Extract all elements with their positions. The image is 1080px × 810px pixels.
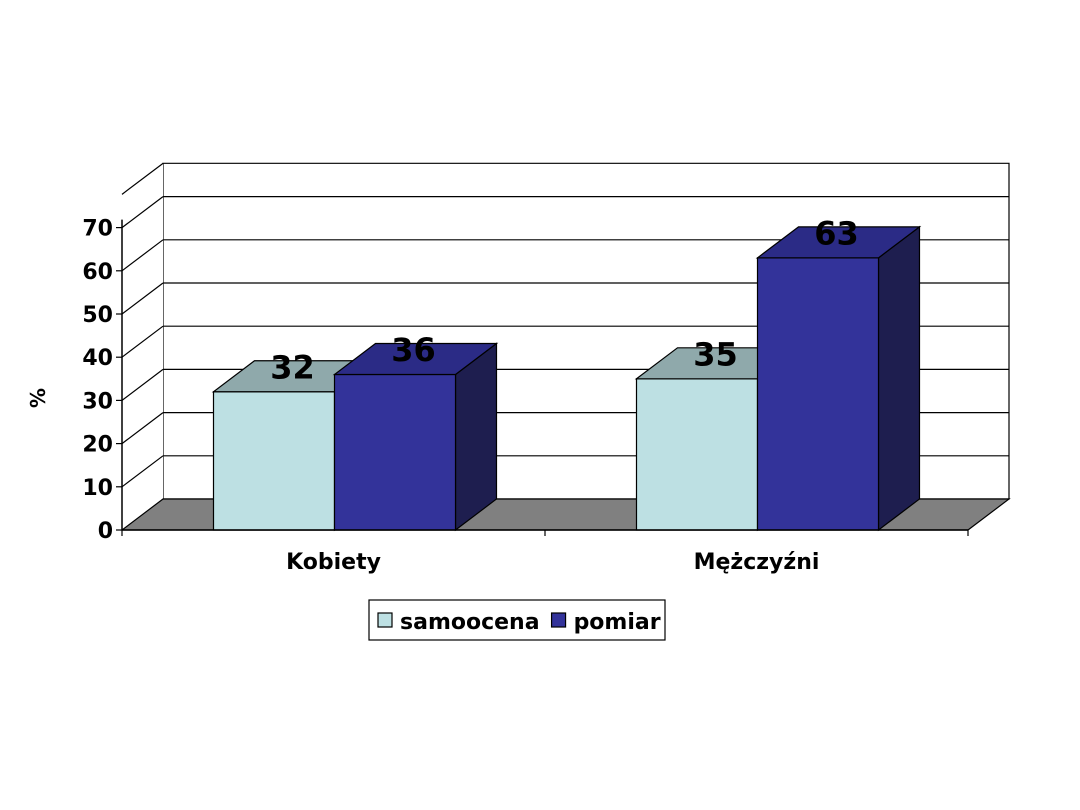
legend-label-samoocena: samoocena xyxy=(400,610,540,635)
legend: samoocena pomiar xyxy=(368,599,666,641)
data-label: 32 xyxy=(270,348,315,386)
bar-pomiar-Mężczyźni xyxy=(756,257,880,531)
legend-swatch-samoocena xyxy=(377,612,393,628)
bar-side-pomiar-Mężczyźni xyxy=(877,225,921,532)
gridline-side xyxy=(121,325,164,358)
gridline-side xyxy=(121,368,164,401)
data-labels: 32 36 35 63 xyxy=(270,214,859,386)
bar-pomiar-Kobiety xyxy=(333,373,457,531)
bar-side-pomiar-Kobiety xyxy=(454,342,498,532)
gridline-side xyxy=(121,162,164,195)
bars xyxy=(211,225,922,532)
bar-samoocena-Kobiety xyxy=(212,391,336,531)
gridline-side xyxy=(121,196,164,229)
bar-samoocena-Mężczyźni xyxy=(635,378,759,531)
x-category-labels: Kobiety Mężczyźni xyxy=(286,550,819,575)
legend-label-pomiar: pomiar xyxy=(574,610,661,635)
y-tick-label: 70 xyxy=(82,217,113,242)
y-tick-label: 40 xyxy=(82,346,113,371)
y-tick-label: 20 xyxy=(82,433,113,458)
legend-swatch-pomiar xyxy=(550,612,567,628)
y-tick-labels: 0 10 20 30 40 50 60 70 xyxy=(82,217,113,544)
bar-top-pomiar-Mężczyźni xyxy=(755,226,922,259)
y-axis-label: % xyxy=(25,388,49,408)
data-label: 63 xyxy=(814,214,859,252)
gridline-side xyxy=(121,282,164,315)
y-tick-label: 50 xyxy=(82,303,113,328)
gridline-side xyxy=(121,239,164,272)
x-category-label: Kobiety xyxy=(286,550,381,575)
x-category-label: Mężczyźni xyxy=(694,550,820,575)
legend-box xyxy=(368,599,666,641)
gridline-side xyxy=(121,455,164,488)
y-tick-label: 10 xyxy=(82,476,113,501)
y-tick-label: 30 xyxy=(82,389,113,414)
data-label: 35 xyxy=(693,335,738,373)
data-label: 36 xyxy=(391,331,436,369)
y-tick-label: 0 xyxy=(98,519,113,544)
gridline-side xyxy=(121,412,164,445)
bar-top-pomiar-Kobiety xyxy=(332,342,499,376)
side-wall xyxy=(122,163,163,530)
axes xyxy=(116,219,969,536)
y-tick-label: 60 xyxy=(82,260,113,285)
